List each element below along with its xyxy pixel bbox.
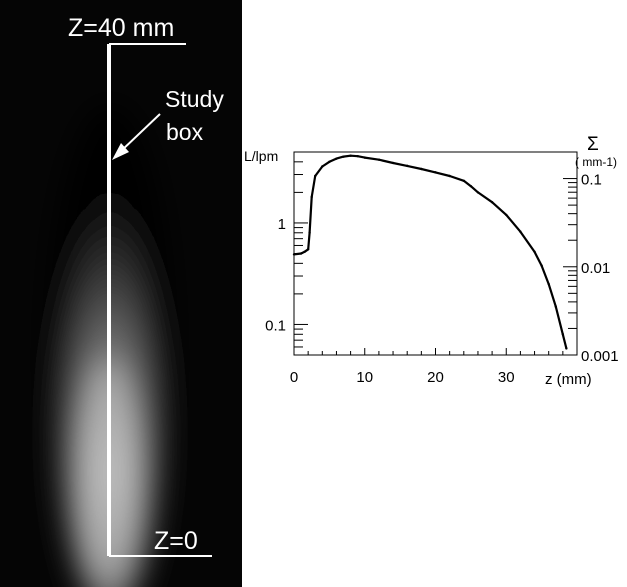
- data-point: [292, 253, 296, 256]
- x-tick-label: 20: [427, 369, 444, 386]
- x-tick-label: 0: [290, 369, 298, 386]
- y-axis-label-right-symbol: Σ: [587, 134, 599, 155]
- data-point: [328, 160, 331, 164]
- top-label: Z=40 mm: [68, 14, 174, 42]
- data-point: [406, 164, 409, 168]
- data-curve: [292, 154, 568, 350]
- data-point: [420, 167, 423, 171]
- data-point: [533, 250, 536, 253]
- y-left-tick-label: 1: [278, 216, 286, 233]
- data-point: [306, 248, 310, 251]
- data-point: [448, 174, 451, 178]
- data-point: [314, 174, 317, 178]
- chart-ticks: 0 10 20 30 1 0.1 0.1 0.01 0.001: [265, 151, 619, 386]
- series-line: [293, 154, 568, 349]
- annotation-arrow: [119, 113, 161, 153]
- data-point: [547, 282, 550, 286]
- y-right-tick-label: 0.01: [581, 260, 610, 277]
- annotation-line-2: box: [166, 119, 204, 145]
- y-axis-label-left: L/lpm: [244, 148, 278, 164]
- data-point: [476, 191, 480, 194]
- spray-image: Z=40 mm Z=0 Study box: [0, 0, 242, 587]
- data-point: [490, 201, 494, 204]
- data-point: [565, 347, 568, 350]
- data-point: [519, 230, 522, 233]
- data-point: [308, 231, 311, 234]
- data-point: [469, 185, 473, 188]
- y-right-tick-label: 0.001: [581, 348, 619, 365]
- x-tick-label: 30: [498, 369, 515, 386]
- y-axis-label-right-unit: ( mm-1): [575, 155, 617, 169]
- data-point: [540, 264, 543, 267]
- data-point: [434, 171, 437, 174]
- data-point: [310, 195, 313, 199]
- data-point: [391, 161, 395, 165]
- y-right-tick-label: 0.1: [581, 172, 602, 189]
- x-axis-label: z (mm): [545, 371, 592, 388]
- data-point: [356, 154, 359, 158]
- data-point: [377, 158, 381, 161]
- annotation-line-1: Study: [165, 86, 224, 112]
- data-point: [335, 157, 338, 160]
- data-point: [554, 305, 557, 308]
- data-point: [363, 156, 366, 159]
- data-point: [349, 154, 352, 157]
- x-tick-label: 10: [356, 369, 373, 386]
- data-point: [342, 155, 345, 158]
- data-point: [505, 213, 508, 217]
- data-point: [299, 252, 303, 255]
- data-point: [462, 179, 465, 183]
- y-left-tick-label: 0.1: [265, 317, 286, 334]
- bottom-label: Z=0: [154, 527, 198, 555]
- data-point: [561, 333, 565, 336]
- data-point: [303, 250, 306, 253]
- data-point: [321, 165, 324, 168]
- arrow-head: [112, 143, 129, 160]
